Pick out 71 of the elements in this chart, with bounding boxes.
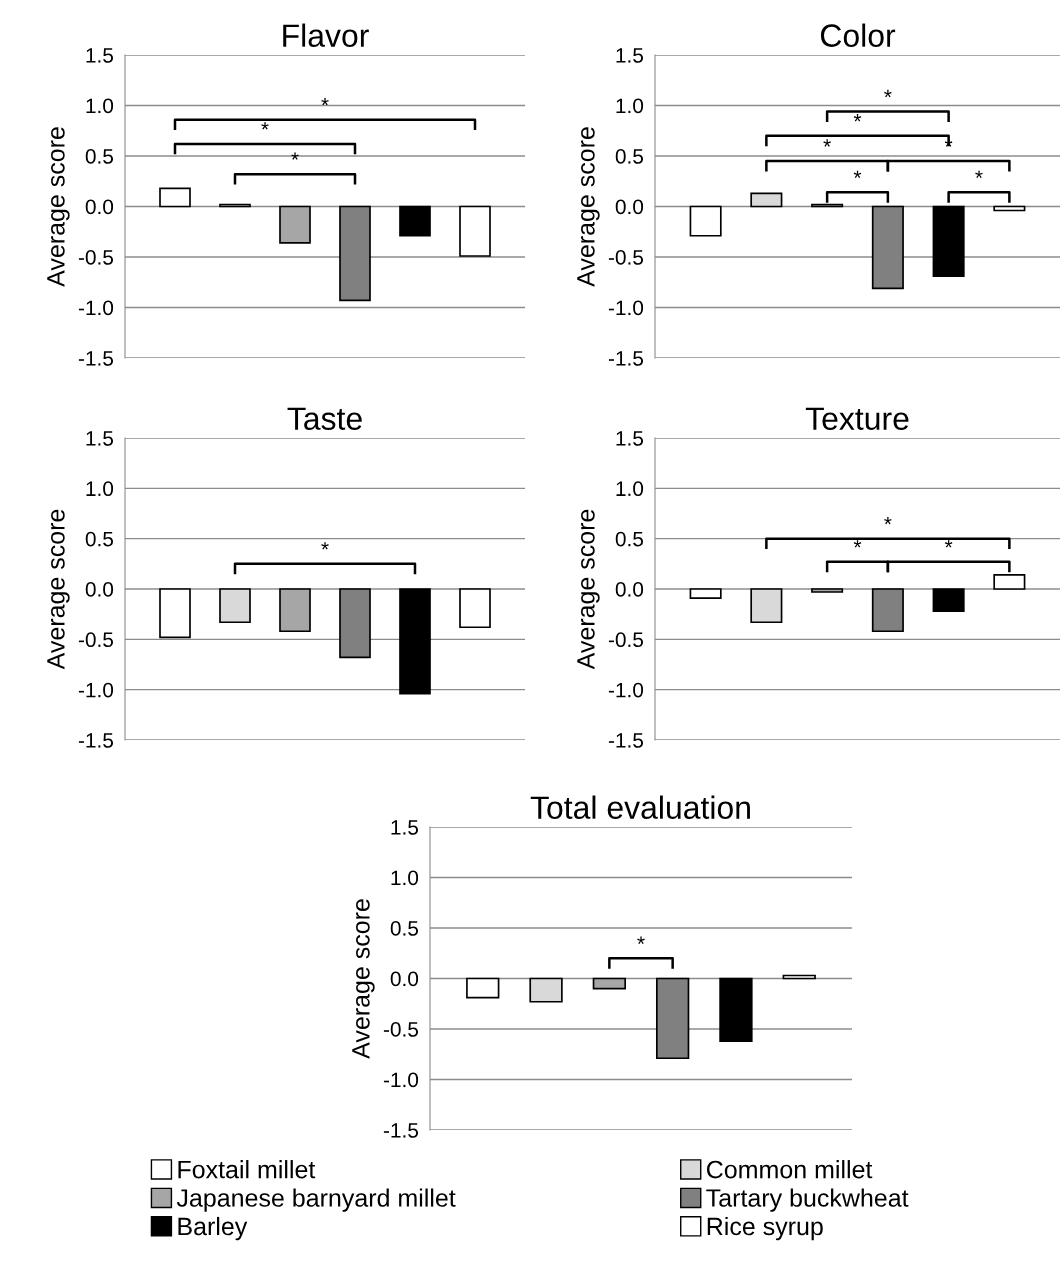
legend-label: Foxtail millet [178, 1160, 316, 1179]
annotation: * [637, 936, 645, 944]
annotation: * [884, 89, 892, 98]
y-tick-label: 1.0 [616, 98, 644, 114]
y-tick-label: 1.5 [86, 48, 114, 63]
y-tick-label: 1.5 [616, 48, 644, 63]
y-tick-label: -0.5 [78, 632, 114, 648]
y-tick-label: 1.5 [616, 431, 644, 446]
y-tick-label: -0.5 [383, 1022, 419, 1037]
annotation: * [853, 114, 862, 122]
y-tick-label: 0.5 [615, 149, 644, 164]
y-axis-title: Average score [577, 127, 600, 287]
chart-title: Color [820, 23, 896, 47]
legend-label: Tartary buckwheat [706, 1188, 909, 1212]
annotation: * [261, 122, 269, 130]
chart-title: Total evaluation [530, 795, 750, 819]
chart-title: Flavor [283, 23, 369, 47]
y-tick-label: 1.5 [86, 431, 114, 446]
y-tick-label: -1.0 [608, 300, 644, 316]
y-tick-label: 0.0 [615, 199, 644, 215]
y-axis-title: Average score [47, 127, 70, 287]
bar [399, 205, 431, 237]
legend-label: Common millet [707, 1160, 873, 1179]
y-tick-label: -0.5 [608, 250, 644, 265]
y-axis-title: Average score [577, 509, 600, 670]
bar [159, 187, 191, 208]
y-tick-label: -1.0 [608, 682, 644, 698]
y-tick-label: -1.0 [383, 1072, 419, 1088]
y-tick-label: 1.5 [391, 820, 419, 835]
y-tick-label: 0.0 [85, 582, 114, 597]
y-tick-label: 1.0 [86, 481, 114, 497]
y-tick-label: -1.5 [78, 351, 114, 366]
bar [750, 192, 783, 208]
annotation: * [321, 542, 329, 550]
y-tick-label: 0.0 [615, 582, 644, 597]
y-tick-label: -1.5 [383, 1123, 419, 1138]
y-tick-label: -0.5 [78, 250, 114, 265]
y-axis-title: Average score [47, 509, 70, 670]
annotation: * [291, 152, 299, 160]
bar [279, 205, 311, 244]
y-tick-label: -1.5 [78, 733, 114, 748]
bar [459, 205, 491, 257]
annotation: * [321, 97, 329, 106]
y-tick-label: 0.5 [390, 921, 419, 936]
legend-label: Rice syrup [707, 1216, 823, 1241]
y-tick-label: 0.5 [85, 149, 114, 164]
y-tick-label: 0.5 [615, 531, 644, 547]
annotation: * [823, 139, 831, 147]
y-tick-label: 0.5 [85, 531, 114, 547]
annotation: * [884, 516, 892, 525]
y-tick-label: -1.0 [78, 682, 114, 698]
annotation: * [944, 540, 953, 548]
y-tick-label: 0.0 [85, 199, 114, 215]
y-tick-label: -0.5 [608, 632, 644, 648]
y-tick-label: 1.0 [391, 870, 419, 886]
y-tick-label: -1.5 [608, 733, 644, 748]
annotation: * [975, 170, 983, 178]
legend-label: Japanese barnyard millet [176, 1188, 456, 1212]
y-axis-title: Average score [352, 899, 375, 1059]
chart-title: Texture [805, 407, 909, 430]
y-tick-label: 0.0 [390, 971, 419, 987]
y-tick-label: -1.0 [78, 300, 114, 316]
bar [932, 205, 965, 278]
annotation: * [853, 170, 862, 178]
annotation: * [853, 540, 862, 548]
y-tick-label: -1.5 [608, 351, 644, 366]
legend-label: Barley [178, 1216, 248, 1241]
y-tick-label: 1.0 [616, 481, 644, 497]
bar [689, 205, 722, 237]
chart-title: Taste [287, 407, 362, 430]
y-tick-label: 1.0 [86, 98, 114, 114]
